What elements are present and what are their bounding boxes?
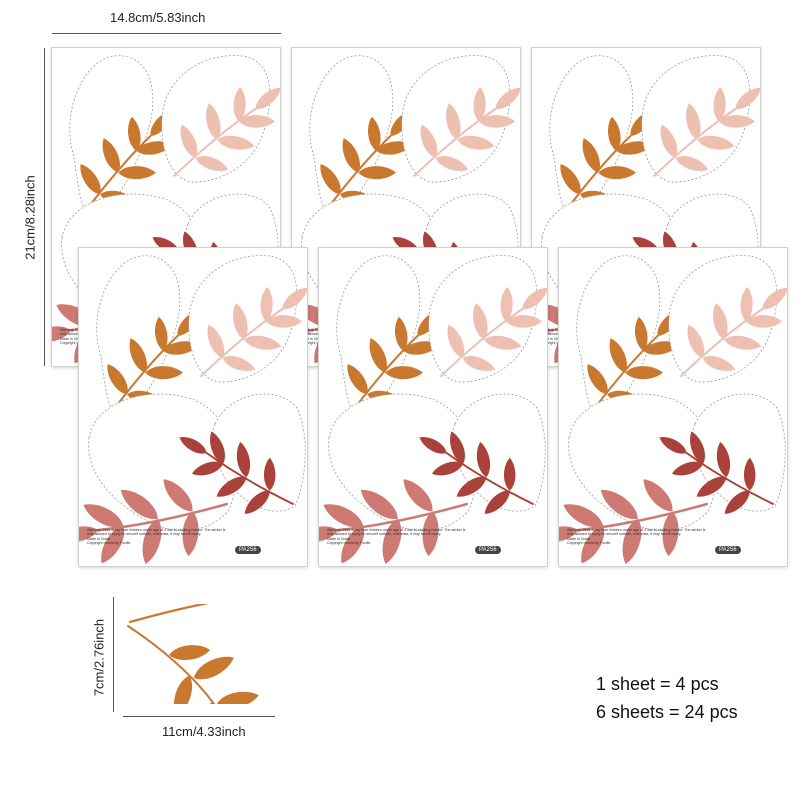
sticker-sheet: Warning: Keep away from children under a… xyxy=(559,248,787,566)
sheet-width-line xyxy=(52,33,281,34)
sticker-height-label: 7cm/2.76inch xyxy=(91,618,107,697)
sticker-width-line xyxy=(123,716,275,717)
sheet-height-label: 21cm/8.28inch xyxy=(22,175,38,260)
sticker-sheet: Warning: Keep away from children under a… xyxy=(319,248,547,566)
leaf-stickers-art xyxy=(559,248,787,566)
sheet-fine-print: Warning: Keep away from children under a… xyxy=(327,528,466,546)
sticker-width-label: 11cm/4.33inch xyxy=(162,724,246,739)
summary-total: 6 sheets = 24 pcs xyxy=(596,702,738,722)
sheet-code-badge: PA256 xyxy=(235,546,261,554)
sticker-height-line xyxy=(113,597,114,712)
leaf-stickers-art xyxy=(79,248,307,566)
sheet-code-badge: PA256 xyxy=(715,546,741,554)
single-sticker-illustration xyxy=(127,604,276,704)
sticker-sheet: Warning: Keep away from children under a… xyxy=(79,248,307,566)
sheet-width-label: 14.8cm/5.83inch xyxy=(110,10,206,25)
single-leaf-branch xyxy=(128,604,276,624)
summary-per-sheet: 1 sheet = 4 pcs xyxy=(596,674,719,694)
leaf-stickers-art xyxy=(319,248,547,566)
sheet-height-line xyxy=(44,48,45,366)
sheet-code-badge: PA256 xyxy=(475,546,501,554)
sheet-fine-print: Warning: Keep away from children under a… xyxy=(87,528,226,546)
sheet-fine-print: Warning: Keep away from children under a… xyxy=(567,528,706,546)
